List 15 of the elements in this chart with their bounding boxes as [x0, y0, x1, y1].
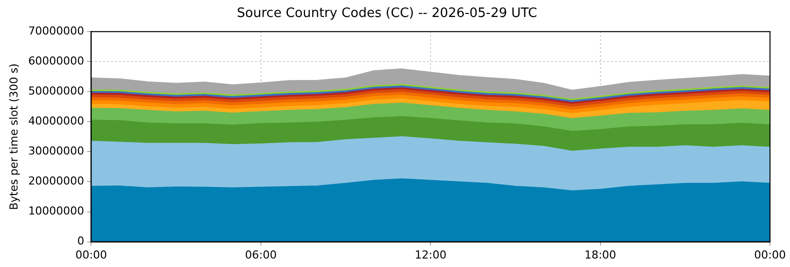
- x-tick-label: 18:00: [584, 248, 616, 262]
- x-tick-label: 06:00: [245, 248, 277, 262]
- y-tick-label: 30000000: [28, 144, 84, 158]
- x-tick-label: 00:00: [75, 248, 108, 262]
- y-axis-title: Bytes per time slot (300 s): [7, 63, 20, 210]
- y-tick-label: 20000000: [28, 174, 84, 188]
- x-tick-label: 00:00: [754, 248, 786, 262]
- chart-title: Source Country Codes (CC) -- 2026-05-29 UTC: [236, 6, 538, 22]
- y-tick-label: 70000000: [28, 24, 84, 38]
- x-tick-label: 12:00: [414, 248, 446, 262]
- y-tick-label: 50000000: [28, 84, 84, 98]
- y-tick-label: 10000000: [28, 204, 84, 218]
- y-tick-label: 0: [77, 234, 84, 248]
- y-tick-label: 60000000: [28, 54, 84, 68]
- y-tick-label: 40000000: [28, 114, 84, 128]
